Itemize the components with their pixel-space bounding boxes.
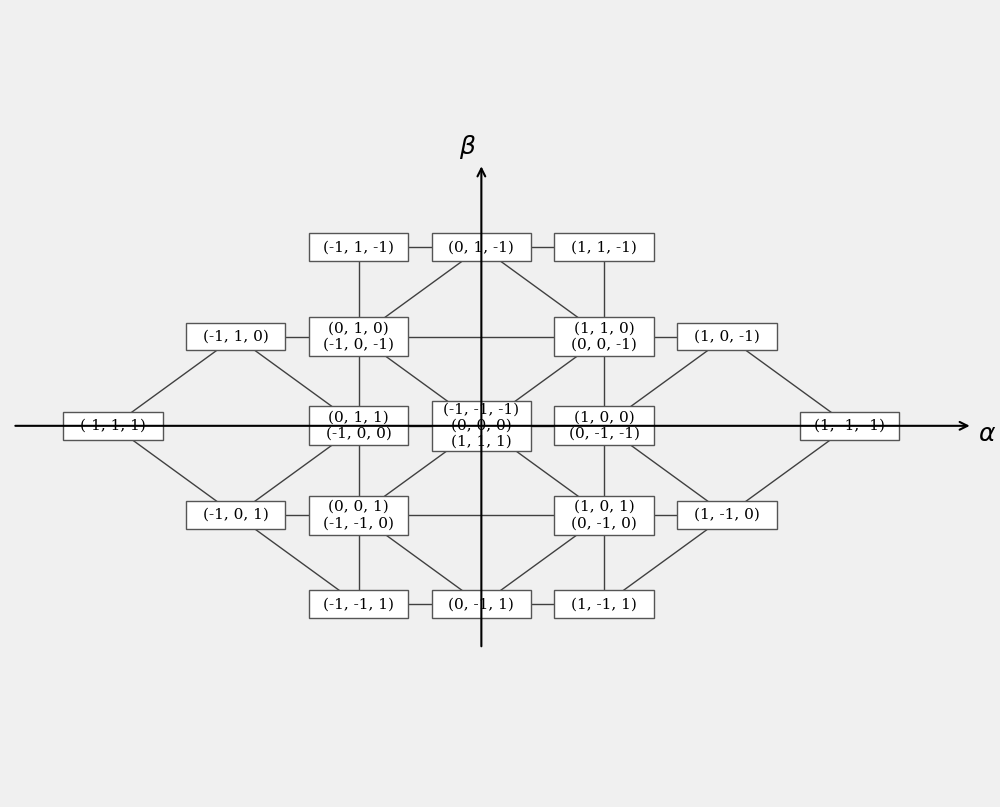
FancyBboxPatch shape [432,591,531,618]
Text: (1, 0, -1): (1, 0, -1) [694,329,760,344]
FancyBboxPatch shape [432,233,531,261]
FancyBboxPatch shape [309,406,408,445]
Text: (1, 1, 0)
(0, 0, -1): (1, 1, 0) (0, 0, -1) [571,321,637,352]
FancyBboxPatch shape [554,591,654,618]
Text: (0, 1, 0)
(-1, 0, -1): (0, 1, 0) (-1, 0, -1) [323,321,394,352]
Text: (-1, 0, 1): (-1, 0, 1) [203,508,269,522]
Text: $\alpha$: $\alpha$ [978,423,996,445]
Text: (0, 0, 1)
(-1, -1, 0): (0, 0, 1) (-1, -1, 0) [323,500,394,530]
Text: (-1, -1, -1)
(0, 0, 0)
(1, 1, 1): (-1, -1, -1) (0, 0, 0) (1, 1, 1) [443,403,519,449]
Text: (1, 1, -1): (1, 1, -1) [571,240,637,254]
Text: (-1, 1, 0): (-1, 1, 0) [203,329,269,344]
Text: (0, -1, 1): (0, -1, 1) [448,597,514,612]
FancyBboxPatch shape [554,406,654,445]
FancyBboxPatch shape [309,233,408,261]
FancyBboxPatch shape [186,501,285,529]
Text: (-1, -1, 1): (-1, -1, 1) [323,597,394,612]
Text: (0, 1, -1): (0, 1, -1) [448,240,514,254]
Text: (1, 0, 1)
(0, -1, 0): (1, 0, 1) (0, -1, 0) [571,500,637,530]
Text: (1, -1, 1): (1, -1, 1) [571,597,637,612]
FancyBboxPatch shape [309,591,408,618]
FancyBboxPatch shape [554,317,654,356]
Text: $\beta$: $\beta$ [459,132,476,161]
Text: (1, 0, 0)
(0, -1, -1): (1, 0, 0) (0, -1, -1) [569,411,640,441]
Text: (1, -1, 0): (1, -1, 0) [694,508,760,522]
FancyBboxPatch shape [309,495,408,535]
FancyBboxPatch shape [554,233,654,261]
FancyBboxPatch shape [63,412,163,440]
FancyBboxPatch shape [186,323,285,350]
Text: (1, -1, -1): (1, -1, -1) [814,419,885,433]
Text: (-1, 1, -1): (-1, 1, -1) [323,240,394,254]
FancyBboxPatch shape [309,317,408,356]
FancyBboxPatch shape [432,401,531,451]
FancyBboxPatch shape [677,323,777,350]
FancyBboxPatch shape [677,501,777,529]
FancyBboxPatch shape [554,495,654,535]
FancyBboxPatch shape [800,412,899,440]
Text: (0, 1, 1)
(-1, 0, 0): (0, 1, 1) (-1, 0, 0) [326,411,392,441]
Text: (-1, 1, 1): (-1, 1, 1) [80,419,146,433]
